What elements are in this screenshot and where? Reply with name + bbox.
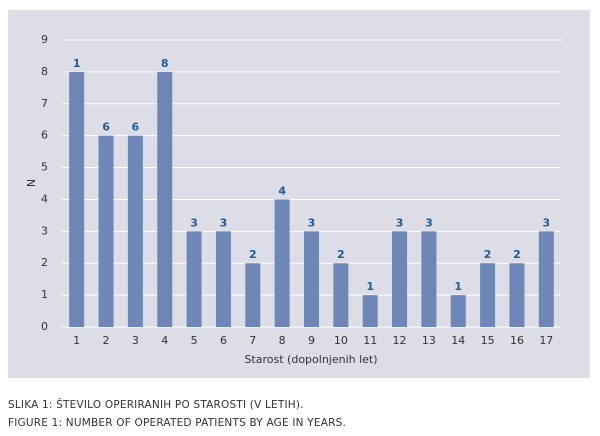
y-tick-label: 8 xyxy=(41,65,48,78)
x-tick-label: 16 xyxy=(510,334,524,347)
value-label: 4 xyxy=(278,184,286,197)
value-label: 3 xyxy=(542,216,550,229)
bar xyxy=(274,199,290,327)
value-label: 2 xyxy=(484,248,492,261)
x-tick-label: 15 xyxy=(481,334,495,347)
x-tick-label: 7 xyxy=(249,334,256,347)
value-label: 3 xyxy=(396,216,404,229)
y-tick-label: 2 xyxy=(41,256,48,269)
x-tick-label: 17 xyxy=(539,334,553,347)
y-tick-label: 9 xyxy=(41,33,48,46)
bar xyxy=(450,295,466,327)
bar xyxy=(392,231,408,327)
y-tick-label: 3 xyxy=(41,224,48,237)
value-label: 1 xyxy=(366,280,374,293)
bar xyxy=(538,231,554,327)
x-tick-label: 9 xyxy=(308,334,315,347)
y-tick-label: 1 xyxy=(41,288,48,301)
x-tick-label: 3 xyxy=(132,334,139,347)
x-tick-label: 12 xyxy=(393,334,407,347)
y-tick-label: 5 xyxy=(41,161,48,174)
bar xyxy=(215,231,231,327)
y-tick-label: 7 xyxy=(41,97,48,110)
caption: SLIKA 1: ŠTEVILO OPERIRANIH PO STAROSTI … xyxy=(8,398,304,411)
chart-panel xyxy=(8,10,590,378)
value-label: 1 xyxy=(454,280,462,293)
x-tick-label: 13 xyxy=(422,334,436,347)
x-tick-label: 5 xyxy=(191,334,198,347)
y-axis-label: N xyxy=(25,179,38,187)
value-label: 6 xyxy=(132,121,140,134)
x-tick-label: 11 xyxy=(363,334,377,347)
x-tick-label: 6 xyxy=(220,334,227,347)
x-tick-label: 1 xyxy=(73,334,80,347)
bar xyxy=(98,135,114,327)
bar xyxy=(69,71,85,327)
bar xyxy=(333,263,349,327)
x-axis-label: Starost (dopolnjenih let) xyxy=(244,353,377,366)
bar xyxy=(127,135,143,327)
value-label: 8 xyxy=(161,57,169,70)
y-tick-label: 4 xyxy=(41,192,48,205)
value-label: 6 xyxy=(102,121,110,134)
x-tick-label: 2 xyxy=(103,334,110,347)
bar xyxy=(245,263,261,327)
bar xyxy=(480,263,496,327)
y-tick-label: 6 xyxy=(41,129,48,142)
y-tick-label: 0 xyxy=(41,320,48,333)
value-label: 2 xyxy=(513,248,521,261)
value-label: 3 xyxy=(425,216,433,229)
x-tick-label: 10 xyxy=(334,334,348,347)
value-label: 2 xyxy=(249,248,257,261)
x-tick-label: 14 xyxy=(451,334,465,347)
value-label: 3 xyxy=(308,216,316,229)
value-label: 3 xyxy=(190,216,198,229)
value-label: 3 xyxy=(220,216,228,229)
bar xyxy=(304,231,319,327)
bar xyxy=(186,231,202,327)
x-tick-label: 8 xyxy=(279,334,286,347)
bar xyxy=(362,295,378,327)
bar xyxy=(421,231,437,327)
caption: FIGURE 1: NUMBER OF OPERATED PATIENTS BY… xyxy=(8,417,346,429)
bar xyxy=(509,263,525,327)
bar xyxy=(157,71,173,327)
value-label: 2 xyxy=(337,248,345,261)
x-tick-label: 4 xyxy=(161,334,168,347)
value-label: 1 xyxy=(73,57,81,70)
